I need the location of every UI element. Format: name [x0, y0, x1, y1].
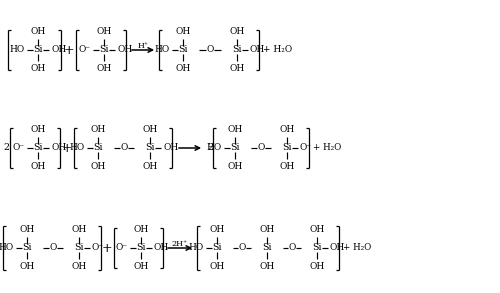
Text: OH: OH [330, 243, 345, 253]
Text: Si: Si [230, 144, 240, 152]
Text: HO: HO [70, 144, 85, 152]
Text: OH: OH [310, 225, 324, 234]
Text: O⁻: O⁻ [79, 45, 91, 54]
Text: OH: OH [154, 243, 169, 253]
Text: + H₂O: + H₂O [343, 243, 371, 253]
Text: OH: OH [90, 125, 106, 134]
Text: HO: HO [0, 243, 14, 253]
Text: 2H⁺: 2H⁺ [172, 240, 188, 248]
Text: OH: OH [310, 262, 324, 271]
Text: OH: OH [72, 225, 86, 234]
Text: OH: OH [30, 162, 46, 171]
Text: Si: Si [212, 243, 222, 253]
Text: OH: OH [230, 64, 244, 73]
Text: H⁺: H⁺ [138, 42, 148, 50]
Text: OH: OH [210, 225, 224, 234]
Text: OH: OH [142, 125, 158, 134]
Text: OH: OH [230, 27, 244, 36]
Text: OH: OH [30, 27, 46, 36]
Text: O⁻: O⁻ [92, 243, 104, 253]
Text: Si: Si [312, 243, 322, 253]
Text: OH: OH [260, 225, 274, 234]
Text: OH: OH [134, 262, 148, 271]
Text: Si: Si [33, 144, 43, 152]
Text: +: + [62, 142, 72, 154]
Text: O: O [258, 144, 264, 152]
Text: O: O [206, 45, 214, 54]
Text: HO: HO [155, 45, 170, 54]
Text: Si: Si [262, 243, 272, 253]
Text: OH: OH [228, 125, 242, 134]
Text: Si: Si [282, 144, 292, 152]
Text: OH: OH [51, 144, 66, 152]
Text: OH: OH [134, 225, 148, 234]
Text: O: O [288, 243, 296, 253]
Text: Si: Si [99, 45, 109, 54]
Text: OH: OH [210, 262, 224, 271]
Text: + H₂O: + H₂O [263, 45, 292, 54]
Text: O⁻: O⁻ [13, 144, 25, 152]
Text: +: + [64, 43, 74, 57]
Text: 2: 2 [207, 144, 213, 152]
Text: + H₂O: + H₂O [313, 144, 341, 152]
Text: OH: OH [20, 225, 34, 234]
Text: 2: 2 [3, 144, 9, 152]
Text: Si: Si [22, 243, 32, 253]
Text: Si: Si [93, 144, 103, 152]
Text: HO: HO [10, 45, 25, 54]
Text: +: + [102, 241, 112, 255]
Text: OH: OH [260, 262, 274, 271]
Text: OH: OH [117, 45, 132, 54]
Text: OH: OH [96, 64, 112, 73]
Text: O: O [238, 243, 246, 253]
Text: OH: OH [250, 45, 265, 54]
Text: OH: OH [280, 162, 294, 171]
Text: OH: OH [30, 125, 46, 134]
Text: Si: Si [74, 243, 84, 253]
Text: O⁻: O⁻ [300, 144, 312, 152]
Text: OH: OH [30, 64, 46, 73]
Text: Si: Si [136, 243, 146, 253]
Text: O: O [120, 144, 128, 152]
Text: OH: OH [96, 27, 112, 36]
Text: HO: HO [189, 243, 204, 253]
Text: Si: Si [145, 144, 155, 152]
Text: OH: OH [51, 45, 66, 54]
Text: OH: OH [176, 64, 190, 73]
Text: OH: OH [142, 162, 158, 171]
Text: O⁻: O⁻ [116, 243, 128, 253]
Text: Si: Si [232, 45, 242, 54]
Text: O: O [50, 243, 56, 253]
Text: OH: OH [90, 162, 106, 171]
Text: OH: OH [163, 144, 178, 152]
Text: HO: HO [207, 144, 222, 152]
Text: Si: Si [33, 45, 43, 54]
Text: OH: OH [20, 262, 34, 271]
Text: OH: OH [176, 27, 190, 36]
Text: OH: OH [280, 125, 294, 134]
Text: OH: OH [228, 162, 242, 171]
Text: OH: OH [72, 262, 86, 271]
Text: Si: Si [178, 45, 188, 54]
